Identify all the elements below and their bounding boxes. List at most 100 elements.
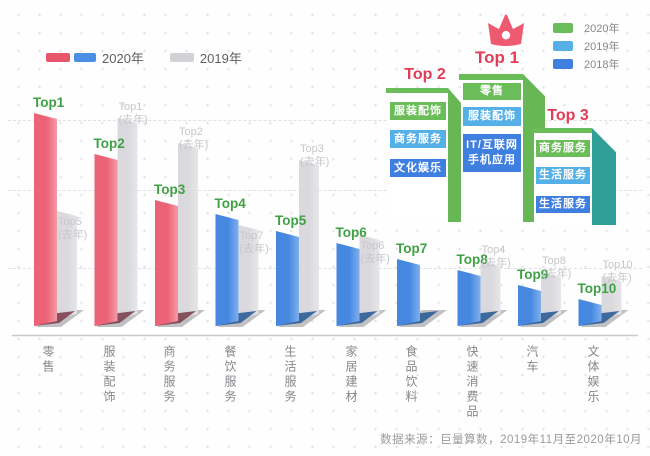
- rank-label-2020: Top2: [94, 136, 125, 151]
- rank-label-2020: Top4: [215, 196, 247, 211]
- legend-swatch-2019-gray: [169, 52, 194, 62]
- bar-2019: [178, 143, 198, 319]
- podium-top1-2018-line2: 手机应用: [468, 154, 516, 166]
- legend-label: 2020年: [584, 23, 620, 35]
- podium-top1: 零售 服装配饰 IT/互联网 手机应用: [459, 74, 545, 222]
- podium-top2-2020: 服装配饰: [390, 102, 446, 120]
- legend-label: 2018年: [584, 59, 620, 71]
- rank-label-2019: Top3: [300, 143, 324, 155]
- rank-label-2020: Top9: [517, 267, 548, 282]
- rank-label-2020: Top7: [396, 241, 427, 256]
- rank-label-2019-suffix: (去年): [119, 112, 148, 126]
- legend-label-2020: 2020年: [102, 50, 144, 66]
- bar-2019: [359, 235, 380, 319]
- podium-top3-2019: 生活服务: [536, 167, 590, 184]
- rank-label-2019-suffix: (去年): [542, 266, 571, 280]
- bar-2019: [117, 118, 138, 319]
- legend-swatch-2020-red: [46, 52, 70, 62]
- podium-top3: 商务服务 生活服务 生活服务: [532, 128, 616, 225]
- rank-label-2020: Top8: [457, 252, 489, 267]
- podium-side-ribbon: [592, 128, 616, 225]
- rank-label-2019-suffix: (去年): [300, 154, 329, 168]
- podium-top3-2018: 生活服务: [536, 196, 590, 213]
- rank-label-2020: Top6: [336, 225, 368, 240]
- bar-2019: [238, 225, 259, 319]
- legend-row: 2020年: [553, 19, 619, 37]
- rank-label-2019-suffix: (去年): [482, 255, 511, 269]
- podium-top2-2018: 文化娱乐: [390, 159, 446, 177]
- bar-2020: [155, 200, 178, 326]
- bar-2019: [299, 160, 319, 319]
- legend-label: 2019年: [584, 41, 620, 53]
- podium-top1-2018-line1: IT/互联网: [466, 139, 518, 151]
- podium-side-ribbon: [448, 88, 462, 222]
- rank-label-2019: Top10: [603, 259, 633, 271]
- category-label: 食品饮料: [404, 345, 418, 405]
- rank-label-2020: Top5: [275, 213, 307, 228]
- podium-top1-2018: IT/互联网 手机应用: [463, 134, 521, 172]
- crown-icon: [488, 14, 524, 46]
- rank-label-2019: Top6: [361, 240, 385, 252]
- bar-2019: [541, 272, 561, 319]
- legend-top-left: 2020年 2019年: [46, 50, 242, 66]
- bar-2020: [94, 154, 118, 326]
- podium-top2: 服装配饰 商务服务 文化娱乐: [386, 88, 462, 222]
- category-label: 生活服务: [283, 345, 297, 405]
- podium-top-edge: [532, 128, 592, 133]
- category-label: 服装配饰: [102, 345, 116, 405]
- rank-label-2019: Top2: [179, 126, 203, 138]
- rank-label-2019-suffix: (去年): [179, 137, 208, 151]
- podium-title-top1: Top 1: [474, 48, 520, 67]
- rank-label-2020: Top3: [154, 182, 186, 197]
- podium-title-top2: Top 2: [404, 66, 446, 83]
- podium-title-top3: Top 3: [547, 107, 589, 124]
- legend-swatch-2020-blue: [74, 52, 96, 62]
- legend-row: 2018年: [553, 55, 619, 73]
- podium-top1-2019: 服装配饰: [463, 107, 521, 126]
- category-label: 家居建材: [344, 345, 358, 405]
- gridline: [8, 120, 642, 121]
- data-source-note: 数据来源：巨量算数，2019年11月至2020年10月: [380, 434, 642, 446]
- category-label: 餐饮服务: [223, 345, 237, 405]
- podium-top-edge: [459, 74, 523, 80]
- legend-swatch-2019: [553, 41, 573, 51]
- bar-2020: [578, 299, 602, 326]
- legend-top-right: 2020年 2019年 2018年: [553, 19, 619, 73]
- legend-label-2019: 2019年: [199, 50, 242, 66]
- rank-label-2019-suffix: (去年): [603, 270, 632, 284]
- bar-2020: [397, 259, 420, 326]
- rank-label-2019: Top4: [482, 244, 506, 256]
- category-label: 零售: [41, 345, 55, 375]
- bar-2020: [34, 113, 57, 326]
- podium-top1-2020: 零售: [463, 83, 521, 100]
- bar-2020: [215, 214, 239, 326]
- category-label: 汽车: [525, 345, 539, 375]
- rank-label-2019: Top8: [542, 255, 566, 267]
- rank-label-2019-suffix: (去年): [240, 241, 269, 255]
- rank-label-2020: Top10: [578, 281, 617, 296]
- rank-label-2019: Top1: [119, 101, 143, 113]
- rank-label-2019-suffix: (去年): [361, 251, 390, 265]
- podium-top-edge: [386, 88, 448, 93]
- bar-2020: [336, 243, 360, 326]
- category-label: 快速消费品: [465, 345, 479, 420]
- gridline: [8, 190, 642, 191]
- podium-top2-2019: 商务服务: [390, 130, 446, 148]
- legend-swatch-2020: [553, 23, 573, 33]
- bar-2020: [457, 270, 481, 326]
- gridline: [8, 268, 642, 269]
- bar-2020: [518, 285, 541, 326]
- podium-top3-2020: 商务服务: [536, 140, 590, 157]
- bar-2019: [601, 276, 622, 319]
- rank-label-2019: Top5: [58, 216, 82, 228]
- bar-2020: [276, 231, 299, 326]
- rank-label-2020: Top1: [33, 95, 65, 110]
- rank-label-2019-suffix: (去年): [58, 227, 87, 241]
- bar-2019: [57, 211, 77, 319]
- legend-swatch-2018: [553, 59, 573, 69]
- rank-label-2019: Top7: [240, 230, 264, 242]
- category-label: 文体娱乐: [586, 345, 600, 405]
- category-label: 商务服务: [162, 345, 176, 405]
